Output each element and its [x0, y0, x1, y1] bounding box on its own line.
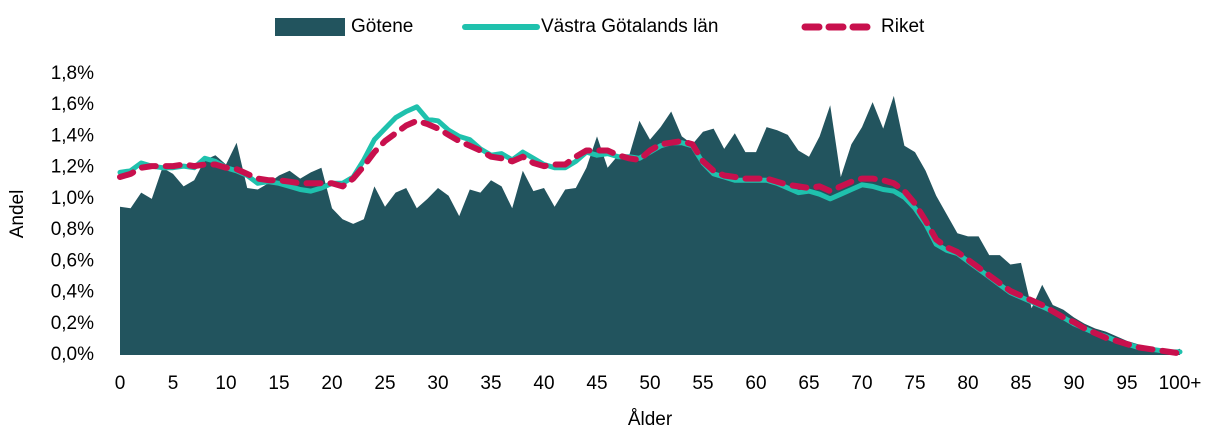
- x-tick-label: 85: [1010, 373, 1031, 394]
- x-tick-label: 20: [321, 373, 342, 394]
- x-tick-label: 25: [374, 373, 395, 394]
- y-tick-label: 1,4%: [51, 125, 94, 146]
- x-tick-label: 40: [533, 373, 554, 394]
- y-tick-label: 1,2%: [51, 157, 94, 178]
- x-tick-label: 75: [904, 373, 925, 394]
- legend-swatch: [275, 18, 345, 36]
- y-tick-label: 1,6%: [51, 94, 94, 115]
- y-tick-label: 0,6%: [51, 250, 94, 271]
- legend-label: Västra Götalands län: [541, 16, 718, 37]
- x-axis-label: Ålder: [628, 409, 673, 428]
- x-tick-label: 35: [480, 373, 501, 394]
- y-tick-label: 0,0%: [51, 344, 94, 365]
- area: [120, 95, 1180, 356]
- x-tick-label: 65: [798, 373, 819, 394]
- x-tick-label: 30: [427, 373, 448, 394]
- x-tick-label: 60: [745, 373, 766, 394]
- y-tick-label: 0,4%: [51, 282, 94, 303]
- x-tick-label: 95: [1116, 373, 1137, 394]
- legend-label: Riket: [881, 16, 925, 37]
- y-tick-label: 1,0%: [51, 188, 94, 209]
- x-tick-label: 10: [215, 373, 236, 394]
- x-tick-label: 55: [692, 373, 713, 394]
- x-tick-label: 5: [168, 373, 179, 394]
- x-tick-label: 80: [957, 373, 978, 394]
- x-tick-label: 45: [586, 373, 607, 394]
- legend-label: Götene: [351, 16, 413, 37]
- x-tick-label: 50: [639, 373, 660, 394]
- y-tick-label: 0,8%: [51, 219, 94, 240]
- x-tick-label: 0: [115, 373, 126, 394]
- x-tick-label: 70: [851, 373, 872, 394]
- x-tick-label: 15: [268, 373, 289, 394]
- y-tick-label: 1,8%: [51, 63, 94, 84]
- y-tick-label: 0,2%: [51, 313, 94, 334]
- x-tick-label: 100+: [1159, 373, 1202, 394]
- y-axis-label: Andel: [7, 190, 28, 239]
- line: [117, 117, 1183, 357]
- x-tick-label: 90: [1063, 373, 1084, 394]
